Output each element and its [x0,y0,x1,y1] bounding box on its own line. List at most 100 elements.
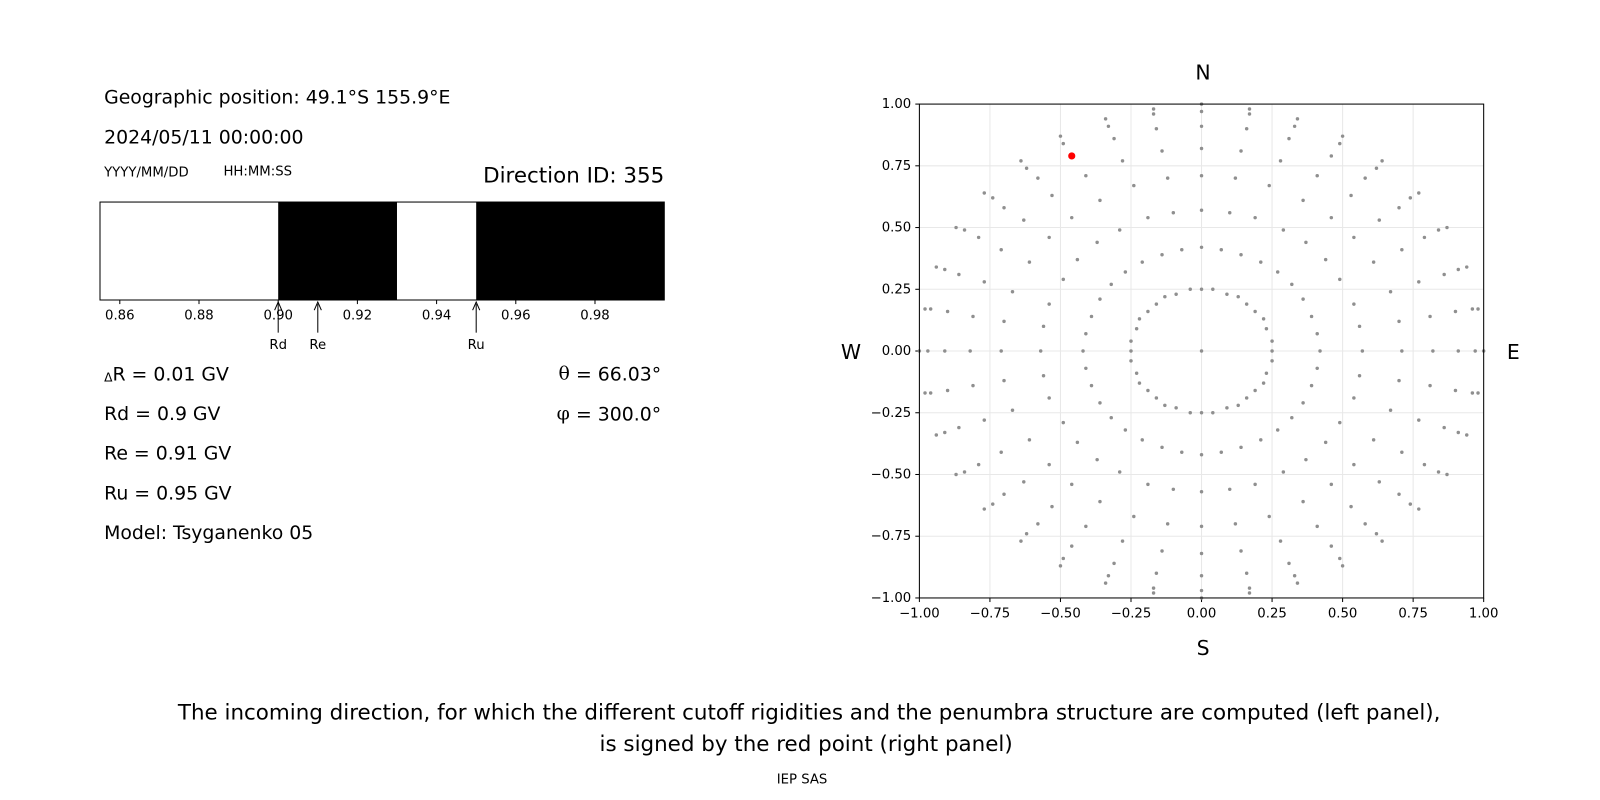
direction-point [968,349,972,353]
direction-point [1010,408,1015,413]
direction-point [1397,319,1401,324]
penumbra-band [100,202,279,300]
direction-point [1374,532,1379,536]
direction-point [1098,499,1102,504]
direction-point [1134,371,1139,375]
direction-point [1281,228,1286,232]
y-tick-label: −0.25 [871,406,912,421]
direction-point [1371,260,1376,264]
x-tick-label: 0.50 [1328,606,1358,621]
direction-point [1244,127,1249,131]
direction-point [1095,240,1099,245]
direction-point [1199,588,1204,593]
direction-point [1340,564,1345,568]
direction-point [1363,176,1367,180]
axes-frame [918,103,1485,599]
direction-point [1445,225,1449,230]
angle-text: = 66.03° [576,363,661,385]
direction-point [1024,166,1029,171]
direction-point [1174,292,1178,296]
direction-point [1050,504,1054,509]
direction-point [1247,112,1252,116]
direction-point [1140,438,1145,442]
direction-point [1199,551,1204,556]
direction-point [1084,173,1088,178]
direction-point [1041,324,1046,329]
direction-point [1199,490,1204,494]
direction-point [1295,117,1300,121]
direction-point [1374,166,1379,171]
x-tick-label: 0.92 [343,308,373,323]
direction-point [1349,504,1353,509]
y-tick-label: 0.00 [882,344,912,359]
direction-point [1160,549,1164,553]
direction-point [1199,109,1204,114]
direction-point [1301,297,1305,301]
direction-point [1219,450,1224,454]
direction-point [1290,282,1294,287]
direction-point [1120,159,1125,163]
direction-point [1270,339,1274,343]
direction-point [1247,591,1252,595]
direction-point [1061,556,1066,561]
direction-point [1422,235,1427,240]
direction-point [1019,539,1023,543]
direction-point [1253,215,1257,220]
direction-point [1309,314,1314,319]
direction-point [1058,134,1063,138]
direction-point [982,191,987,195]
x-tick-label: 0.86 [105,308,135,323]
direction-point [1352,302,1356,306]
penumbra-band [396,202,477,300]
direction-point [1199,173,1204,178]
direction-point [1259,438,1263,442]
direction-point [1259,260,1263,264]
direction-point [1022,480,1026,484]
direction-point [1380,159,1384,163]
direction-point [1292,124,1297,129]
cutoff-label: Rd [269,338,287,353]
direction-point [957,425,961,430]
direction-point [1476,391,1480,395]
direction-point [1281,470,1286,474]
x-tick-label: −0.75 [970,606,1011,621]
direction-point [1154,396,1159,400]
direction-point [1098,297,1102,301]
penumbra-band [476,202,665,300]
direction-point [1295,581,1300,585]
direction-point [1089,314,1094,319]
direction-point [1120,539,1125,543]
direction-point [1112,136,1116,141]
direction-point [1236,294,1240,299]
direction-point [1377,218,1382,222]
x-tick-label: 0.94 [422,308,452,323]
direction-point [1068,152,1076,160]
direction-point [928,307,933,311]
direction-point [923,391,927,395]
x-tick-label: −0.25 [1111,606,1152,621]
direction-point [1225,292,1229,296]
direction-id: Direction ID: 355 [483,164,664,189]
direction-point [976,235,981,240]
direction-point [1287,561,1291,566]
direction-point [1338,420,1342,425]
direction-point [1442,272,1446,277]
direction-point [1070,215,1074,220]
direction-point [1036,522,1040,526]
direction-point [1047,396,1051,400]
direction-point [1103,117,1108,121]
direction-point [1174,406,1178,410]
direction-point [991,196,995,200]
direction-point [1061,141,1066,146]
direction-point [1363,522,1367,526]
direction-point [1453,309,1458,314]
direction-point [1329,544,1334,548]
direction-point [1397,206,1401,210]
direction-point [1225,406,1229,410]
direction-point [1171,487,1176,492]
x-tick-label: 0.75 [1398,606,1428,621]
direction-point [1236,403,1240,408]
direction-point [1442,425,1446,430]
direction-point [1233,522,1238,526]
direction-point [1180,248,1184,252]
